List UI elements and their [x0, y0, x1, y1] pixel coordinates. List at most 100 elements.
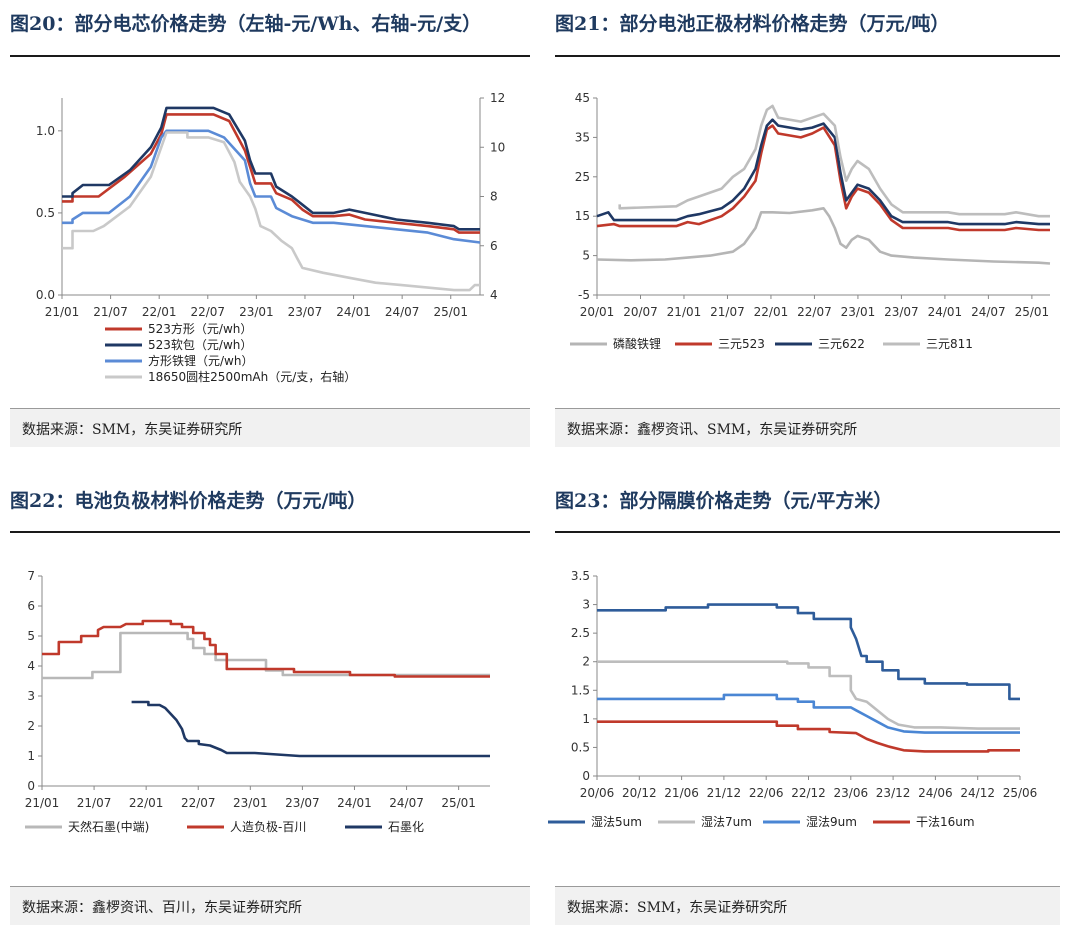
legend-label: 三元622: [818, 337, 865, 351]
chart-plot-anode-price: 0 1 2 3 4 5 6 7 21/01 21/07 22/01 22/07 23/01 23/07 24…: [25, 569, 490, 834]
x-tick-label: 24/07: [389, 796, 424, 810]
source-text: 数据来源：SMM，东吴证券研究所: [567, 900, 788, 916]
y-tick-label: 0.5: [571, 740, 590, 754]
title-rule: [555, 55, 1060, 57]
x-tick-label: 23/12: [876, 786, 911, 800]
x-tick-label: 23/07: [285, 796, 320, 810]
y2-tick-label: 8: [490, 190, 498, 204]
legend-label: 人造负极-百川: [230, 820, 306, 834]
series-line: [597, 693, 1020, 734]
y-tick-label: 15: [575, 209, 590, 223]
legend-label: 方形铁锂（元/wh）: [148, 353, 253, 368]
x-tick-label: 24/01: [336, 305, 371, 319]
chart-title: 图22：电池负极材料价格走势（万元/吨）: [10, 490, 367, 512]
y-tick-label: 0.0: [36, 288, 55, 302]
x-tick-label: 21/01: [45, 305, 80, 319]
series-line: [62, 129, 481, 244]
legend-label: 干法16um: [916, 815, 975, 829]
chart-plot-cell-price: 0.0 0.5 1.0 4 6 8 10 12 21/01 21/07 22/01 22/07 23/0…: [36, 91, 505, 384]
x-tick-label: 23/07: [884, 305, 919, 319]
y-tick-label: 3: [582, 598, 590, 612]
title-rule: [10, 55, 530, 57]
legend-label: 18650圆柱2500mAh（元/支，右轴）: [148, 369, 356, 384]
y-tick-label: 7: [27, 569, 35, 583]
x-tick-label: 23/01: [233, 796, 268, 810]
series-line: [596, 118, 1050, 226]
series-line: [597, 603, 1020, 701]
x-tick-label: 21/07: [93, 305, 128, 319]
series-line: [597, 720, 1020, 753]
chart-plot-cathode-price: -5 5 15 25 35 45 20/01 20/07 21/01 21/07 22/01 22/0…: [570, 91, 1051, 351]
series-line: [596, 124, 1050, 232]
x-tick-label: 21/06: [664, 786, 699, 800]
legend-label: 石墨化: [388, 820, 424, 834]
chart-title: 图23：部分隔膜价格走势（元/平方米）: [555, 490, 893, 512]
x-tick-label: 20/12: [622, 786, 657, 800]
y-tick-label: 1: [27, 749, 35, 763]
x-tick-label: 21/01: [25, 796, 60, 810]
y-tick-label: 2: [582, 655, 590, 669]
legend-label: 三元523: [718, 337, 765, 351]
source-note: 数据来源：鑫椤资讯、百川，东吴证券研究所: [10, 886, 530, 925]
x-tick-label: 24/07: [971, 305, 1006, 319]
y-tick-label: 3: [27, 689, 35, 703]
y2-tick-label: 10: [490, 140, 505, 154]
y-tick-label: 35: [575, 130, 590, 144]
series-line: [597, 660, 1020, 730]
legend-label: 湿法5um: [591, 814, 642, 829]
source-note: 数据来源：鑫椤资讯、SMM，东吴证券研究所: [555, 408, 1060, 447]
x-tick-label: 24/12: [960, 786, 995, 800]
series-line: [42, 619, 490, 678]
x-tick-label: 21/01: [667, 305, 702, 319]
x-tick-label: 22/12: [791, 786, 826, 800]
chart-panel-separator-price: 图23：部分隔膜价格走势（元/平方米） 0 0.5 1 1.5 2 2.5 3 3.5 20/0…: [545, 478, 1060, 925]
x-tick-label: 21/12: [707, 786, 742, 800]
y2-tick-label: 12: [490, 91, 505, 105]
legend-label: 523方形（元/wh）: [148, 321, 252, 336]
chart-plot-separator-price: 0 0.5 1 1.5 2 2.5 3 3.5 20/06 20/12 21/06 21/12 22/0…: [548, 569, 1037, 829]
y-tick-label: 0.5: [36, 206, 55, 220]
title-rule: [10, 531, 530, 533]
x-tick-label: 25/01: [1015, 305, 1050, 319]
series-line: [42, 631, 490, 680]
y-tick-label: 2.5: [571, 626, 590, 640]
series-line: [62, 106, 480, 231]
legend-label: 523软包（元/wh）: [148, 338, 252, 352]
series-line: [618, 104, 1050, 218]
y-tick-label: 0: [27, 779, 35, 793]
x-tick-label: 22/01: [754, 305, 789, 319]
y2-tick-label: 4: [490, 288, 498, 302]
y-tick-label: 1.0: [36, 124, 55, 138]
x-tick-label: 22/01: [129, 796, 164, 810]
series-line: [62, 113, 480, 234]
chart-title: 图21：部分电池正极材料价格走势（万元/吨）: [555, 13, 950, 35]
x-tick-label: 25/01: [433, 305, 468, 319]
y-tick-label: 3.5: [571, 569, 590, 583]
x-tick-label: 20/06: [580, 786, 615, 800]
x-tick-label: 22/06: [749, 786, 784, 800]
x-tick-label: 24/01: [928, 305, 963, 319]
x-tick-label: 22/07: [181, 796, 216, 810]
y-tick-label: 25: [575, 170, 590, 184]
x-tick-label: 25/01: [441, 796, 476, 810]
x-tick-label: 22/07: [190, 305, 225, 319]
x-tick-label: 22/07: [797, 305, 832, 319]
y-tick-label: 2: [27, 719, 35, 733]
y-tick-label: 1: [582, 712, 590, 726]
chart-panel-anode-price: 图22：电池负极材料价格走势（万元/吨） 0 1 2 3 4 5 6 7 21/01 21/07 2…: [0, 478, 530, 925]
x-tick-label: 20/07: [623, 305, 658, 319]
x-tick-label: 21/07: [77, 796, 112, 810]
series-line: [596, 207, 1051, 265]
y-tick-label: 0: [582, 769, 590, 783]
series-line: [131, 700, 490, 758]
y2-tick-label: 6: [490, 239, 498, 253]
y-tick-label: 5: [582, 249, 590, 263]
x-tick-label: 24/01: [337, 796, 372, 810]
legend-label: 三元811: [926, 337, 973, 351]
chart-panel-cell-price: 图20：部分电芯价格走势（左轴-元/Wh、右轴-元/支） 0.0 0.5 1.0 4 6…: [0, 0, 530, 462]
y-tick-label: 45: [575, 91, 590, 105]
x-tick-label: 22/01: [142, 305, 177, 319]
title-rule: [555, 531, 1060, 533]
legend-label: 湿法9um: [806, 814, 857, 829]
legend-label: 天然石墨(中端): [68, 819, 149, 834]
